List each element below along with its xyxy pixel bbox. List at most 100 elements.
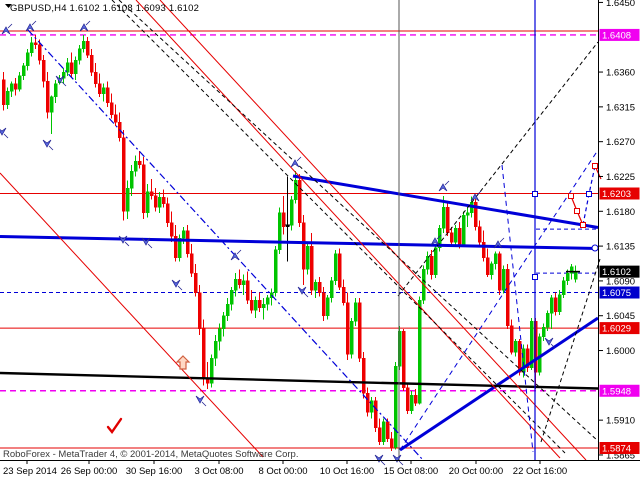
candle <box>297 174 302 227</box>
trendline-blue-dashed-rising <box>399 149 599 451</box>
candle <box>161 189 166 208</box>
candle <box>477 220 482 246</box>
fractal-up-icon <box>1 26 11 35</box>
candle <box>169 211 174 243</box>
candle <box>81 34 86 53</box>
candle <box>537 333 542 376</box>
handle-square[interactable] <box>532 191 538 197</box>
symbol-ohlc-label: GBPUSD,H4 1.6102 1.6108 1.6093 1.6102 <box>10 3 200 14</box>
candle <box>21 62 26 80</box>
price-badge-label: 1.6029 <box>602 324 631 335</box>
candle <box>545 310 550 332</box>
candle <box>369 396 374 419</box>
handle-square[interactable] <box>586 191 592 197</box>
handle-square[interactable] <box>568 193 574 199</box>
candle <box>197 284 202 336</box>
candle <box>233 273 238 297</box>
candle <box>401 328 406 391</box>
candle <box>465 207 470 227</box>
candle <box>337 248 342 291</box>
candle <box>381 418 386 445</box>
candle <box>409 390 414 414</box>
candle <box>153 188 158 212</box>
candle <box>85 37 90 59</box>
price-axis[interactable]: 1.6450 1.6360 1.6315 1.6270 1.6225 1.6180 1.61… <box>598 0 640 461</box>
candle <box>349 318 354 359</box>
candle <box>173 225 178 262</box>
price-badge-label: 1.6408 <box>602 30 631 41</box>
time-tick-label: 26 Sep 00:00 <box>61 466 118 477</box>
candle <box>329 277 334 303</box>
candle <box>509 319 514 355</box>
candle <box>93 62 98 88</box>
trendline-black-dashed-1 <box>118 0 599 442</box>
check-mark-symbol <box>106 417 123 435</box>
candle <box>513 338 518 357</box>
candle <box>437 225 442 252</box>
price-badge: 1.6408 <box>599 28 640 41</box>
candle <box>45 72 50 119</box>
time-tick-label: 22 Oct 16:00 <box>513 466 567 477</box>
candle <box>573 265 578 283</box>
candle <box>361 352 366 399</box>
price-badge-label: 1.5874 <box>602 444 631 455</box>
candle <box>113 104 118 127</box>
candle <box>237 269 242 289</box>
trendline-resistance-blue <box>292 174 599 229</box>
candle <box>325 294 330 320</box>
trendline-channel-mid-blue <box>0 235 599 250</box>
fractal-up-icon <box>230 252 240 261</box>
candle <box>97 73 102 97</box>
candle <box>205 362 210 390</box>
candle <box>365 387 370 417</box>
trendline-support-black <box>0 371 599 390</box>
time-axis[interactable]: 23 Sep 2014 26 Sep 00:00 30 Sep 16:00 3 Oct… <box>3 460 567 478</box>
candle <box>353 297 358 326</box>
candle <box>121 130 126 221</box>
time-tick-label: 15 Oct 08:00 <box>384 466 438 477</box>
candle <box>285 176 290 262</box>
candle <box>417 296 422 405</box>
candle <box>557 290 562 315</box>
candle <box>389 431 394 452</box>
handle-square[interactable] <box>580 222 586 228</box>
handle-square[interactable] <box>532 274 538 280</box>
candle <box>373 396 378 432</box>
markers <box>0 20 556 466</box>
time-tick-label: 23 Sep 2014 <box>3 466 57 477</box>
price-badge: 1.5948 <box>599 384 640 397</box>
price-badge-label: 1.6203 <box>602 189 631 200</box>
candle <box>101 83 106 102</box>
candle <box>65 58 70 76</box>
candle <box>145 184 150 218</box>
time-tick-label: 8 Oct 00:00 <box>258 466 307 477</box>
fractal-up-icon <box>430 237 440 246</box>
price-tick-label: 1.6360 <box>606 68 635 79</box>
candle <box>413 389 418 407</box>
candle <box>497 251 502 295</box>
up-arrow-symbol <box>175 355 191 370</box>
time-tick-label: 3 Oct 08:00 <box>194 466 243 477</box>
candle <box>201 319 206 386</box>
candle <box>433 243 438 278</box>
candle <box>141 157 146 220</box>
price-tick-label: 1.6045 <box>606 311 635 322</box>
handle-circle[interactable] <box>591 244 599 252</box>
handle-square[interactable] <box>592 163 598 169</box>
candle <box>281 195 286 235</box>
price-tick-label: 1.6180 <box>606 207 635 218</box>
candle <box>321 287 326 322</box>
time-tick-label: 20 Oct 00:00 <box>449 466 503 477</box>
candle <box>189 243 194 278</box>
fractal-up-icon <box>493 240 503 249</box>
axes-frame <box>0 0 640 461</box>
price-tick-label: 1.5910 <box>606 416 635 427</box>
fractal-down-icon <box>544 337 554 346</box>
handle-square[interactable] <box>574 208 580 214</box>
candle <box>341 279 346 306</box>
price-badge: 1.6203 <box>599 187 640 200</box>
trendline-black-dashed-rising <box>397 41 599 297</box>
time-tick-label: 10 Oct 16:00 <box>320 466 374 477</box>
